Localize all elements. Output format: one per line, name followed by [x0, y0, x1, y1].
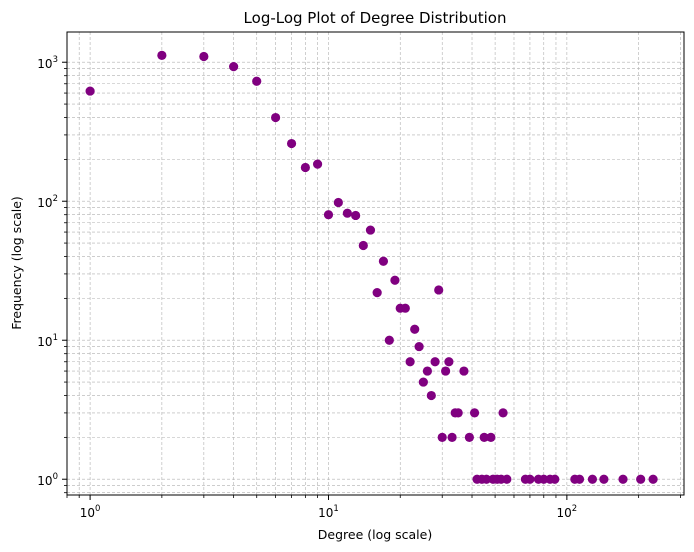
data-point [157, 50, 167, 60]
y-tick-label: 100 [37, 472, 58, 488]
data-point [384, 335, 394, 345]
data-point [422, 366, 433, 376]
data-point [618, 474, 628, 484]
y-tick-label: 101 [37, 333, 58, 349]
data-point [447, 432, 457, 442]
data-point [574, 474, 585, 484]
data-point [444, 357, 454, 367]
data-point [312, 159, 323, 169]
data-point [358, 240, 368, 251]
data-point [464, 432, 474, 442]
axis-ticks: 100 101 102 100 101 102 103 [37, 55, 682, 520]
data-point [365, 225, 376, 235]
data-point [342, 208, 352, 218]
data-point [414, 341, 424, 352]
data-point [441, 366, 451, 376]
data-point [437, 432, 447, 442]
x-tick-label: 100 [80, 504, 101, 520]
data-point [525, 474, 535, 484]
data-point [502, 474, 512, 484]
data-point [378, 256, 389, 266]
data-point [323, 210, 334, 220]
data-point [587, 474, 598, 484]
data-point [410, 324, 420, 334]
data-point [286, 138, 297, 149]
data-point [405, 357, 415, 367]
data-point [390, 275, 400, 285]
data-point [453, 408, 463, 418]
x-tick-label: 102 [557, 504, 578, 520]
data-point [459, 366, 469, 376]
data-point [400, 303, 410, 313]
x-axis-label: Degree (log scale) [318, 527, 432, 542]
x-tick-label: 101 [318, 504, 339, 520]
data-point [648, 474, 658, 484]
data-point [199, 51, 209, 62]
data-point [430, 357, 440, 367]
data-point [300, 162, 310, 173]
y-axis-label: Frequency (log scale) [9, 196, 24, 330]
y-tick-label: 103 [37, 55, 58, 71]
grid [66, 32, 684, 495]
data-points [85, 50, 658, 484]
data-point [229, 62, 239, 72]
data-point [486, 432, 496, 442]
chart-title: Log-Log Plot of Degree Distribution [244, 9, 507, 27]
data-point [252, 76, 262, 86]
data-point [372, 288, 382, 298]
data-point [498, 408, 508, 418]
plot-frame [66, 31, 685, 496]
data-point [434, 285, 444, 295]
data-point [469, 408, 480, 418]
data-point [550, 474, 560, 484]
data-point [270, 112, 281, 123]
y-tick-label: 102 [37, 194, 58, 210]
data-point [418, 377, 428, 387]
data-point [85, 86, 95, 96]
data-point [351, 210, 361, 221]
data-point [599, 474, 609, 484]
data-point [481, 474, 492, 484]
data-point [426, 390, 436, 401]
data-point [636, 474, 646, 484]
data-point [479, 432, 489, 442]
data-point [333, 197, 343, 208]
